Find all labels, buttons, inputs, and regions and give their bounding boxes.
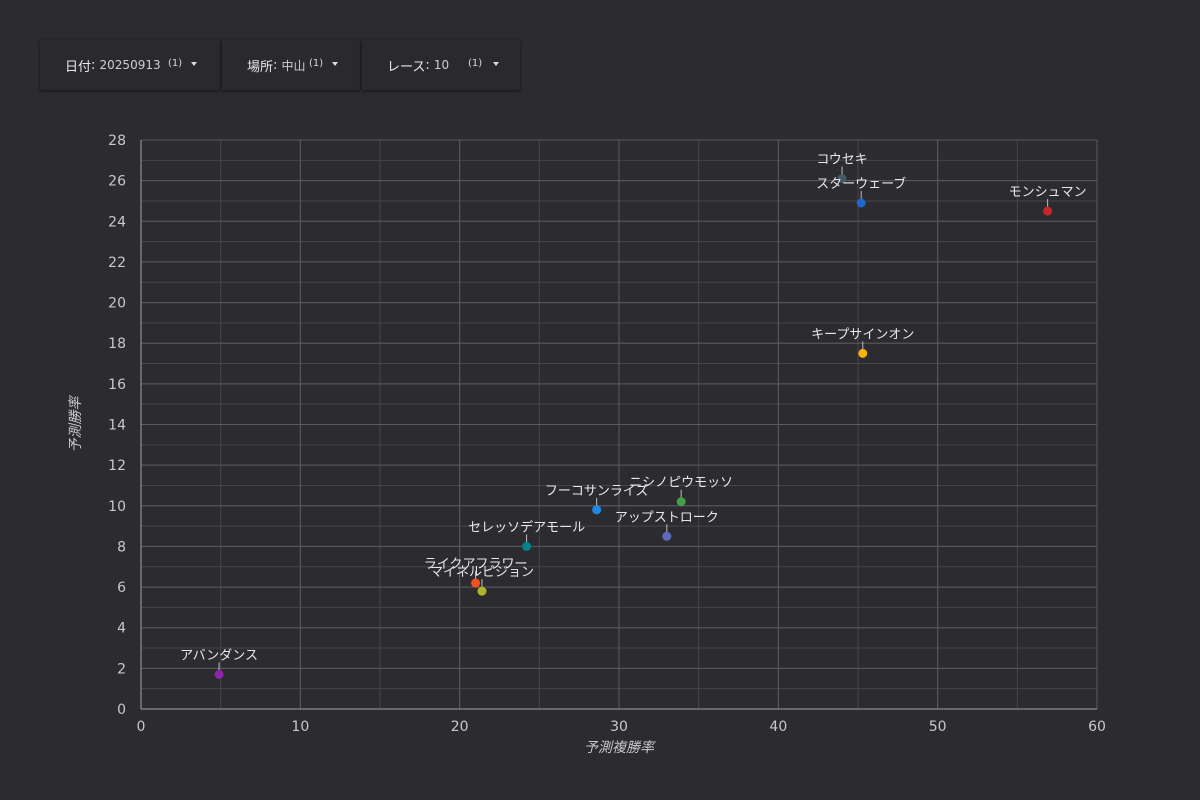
y-tick-label: 16 — [108, 377, 126, 393]
y-tick-label: 10 — [108, 499, 126, 515]
data-point — [214, 669, 224, 679]
data-point — [471, 578, 481, 588]
dropdown-caret-icon[interactable] — [493, 62, 499, 66]
point-label: アップストローク — [615, 510, 719, 525]
data-point — [856, 198, 866, 208]
place-filter[interactable]: 場所: 中山 (1) — [222, 40, 360, 90]
y-tick-label: 4 — [117, 621, 126, 637]
data-point — [662, 531, 672, 541]
x-tick-label: 50 — [929, 719, 947, 735]
data-point — [477, 586, 487, 596]
point-label: セレッソデアモール — [468, 519, 585, 535]
x-tick-label: 0 — [137, 719, 146, 735]
x-tick-label: 30 — [610, 719, 628, 735]
y-tick-label: 18 — [108, 336, 126, 352]
place-filter-label: 場所 — [247, 59, 274, 75]
date-filter[interactable]: 日付: 20250913 (1) — [40, 40, 220, 90]
point-label: ニシノピウモッソ — [629, 476, 733, 491]
data-point — [837, 174, 847, 184]
y-tick-label: 20 — [108, 296, 126, 312]
x-tick-label: 40 — [769, 719, 787, 735]
y-tick-label: 6 — [117, 580, 126, 596]
race-filter-label: レース — [387, 59, 426, 75]
x-axis-title: 予測複勝率 — [584, 740, 656, 756]
y-tick-label: 14 — [108, 418, 126, 434]
race-filter[interactable]: レース: 10 (1) — [362, 40, 520, 90]
data-point — [1043, 206, 1053, 216]
data-point — [676, 497, 686, 507]
data-point — [522, 541, 532, 551]
x-tick-label: 20 — [451, 719, 469, 735]
place-filter-value: 中山 — [281, 58, 306, 73]
date-filter-count: (1) — [168, 58, 183, 69]
race-filter-value: 10 — [433, 58, 450, 72]
y-tick-label: 26 — [108, 174, 126, 190]
y-axis-title: 予測勝率 — [68, 395, 84, 453]
y-tick-label: 28 — [108, 133, 126, 149]
point-label: マイネルビジョン — [430, 565, 534, 580]
date-filter-label: 日付 — [65, 59, 92, 75]
y-tick-label: 8 — [117, 539, 126, 555]
y-tick-label: 0 — [117, 702, 126, 718]
data-point — [858, 348, 868, 358]
point-label: フーコサンライズ — [545, 483, 649, 499]
place-filter-count: (1) — [309, 58, 324, 69]
dropdown-caret-icon[interactable] — [332, 62, 338, 66]
filter-bar: 日付: 20250913 (1) 場所: 中山 (1) レース: 10 (1) — [40, 40, 522, 90]
point-label: スターウェーブ — [816, 176, 906, 192]
x-tick-label: 60 — [1088, 719, 1106, 735]
point-label: キープサインオン — [811, 327, 914, 342]
data-point — [592, 505, 602, 515]
y-tick-label: 24 — [108, 214, 126, 230]
y-tick-label: 12 — [108, 458, 126, 474]
y-tick-label: 2 — [117, 661, 126, 677]
point-label: コウセキ — [816, 153, 867, 168]
date-filter-value: 20250913 — [99, 58, 161, 72]
point-label: アバンダンス — [180, 648, 258, 663]
race-filter-count: (1) — [468, 58, 483, 69]
dropdown-caret-icon[interactable] — [191, 62, 197, 66]
point-label: モンシュマン — [1009, 185, 1087, 200]
y-tick-label: 22 — [108, 255, 126, 271]
x-tick-label: 10 — [291, 719, 309, 735]
point-label: ライクアフラワー — [424, 557, 528, 572]
